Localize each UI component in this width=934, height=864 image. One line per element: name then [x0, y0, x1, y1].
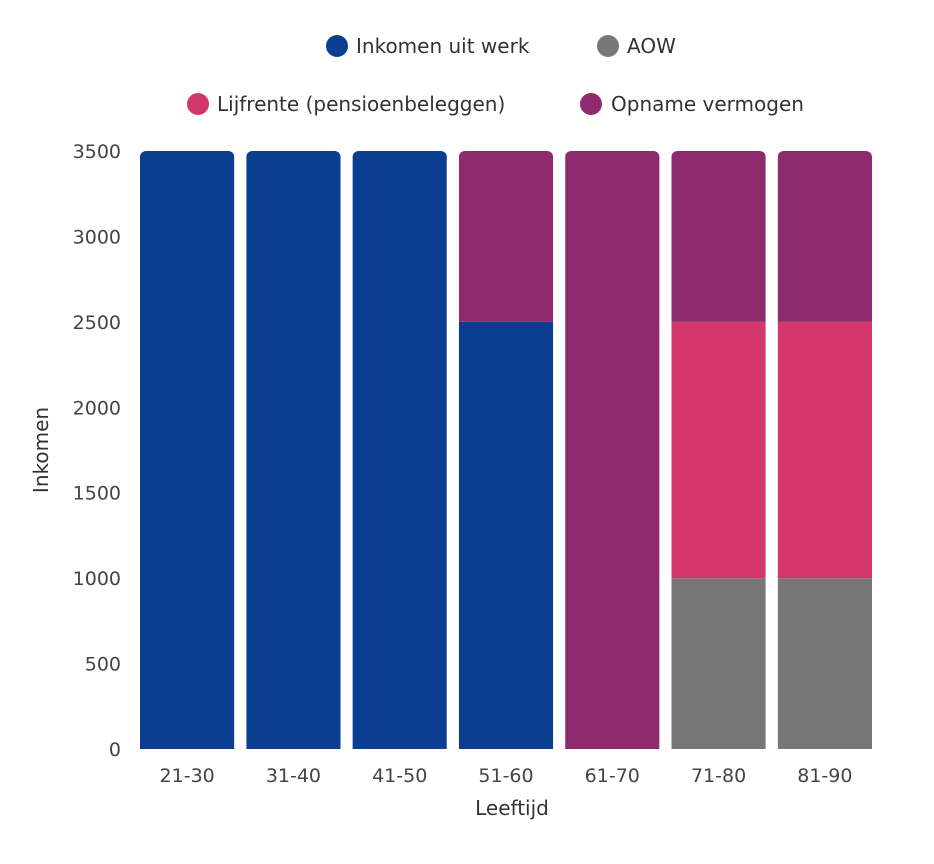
- bar-segment[interactable]: [777, 321, 872, 579]
- bar-segment[interactable]: [352, 151, 447, 749]
- bar-segment[interactable]: [458, 151, 554, 322]
- bar-segment[interactable]: [671, 151, 766, 322]
- y-tick-label: 1500: [73, 483, 121, 505]
- legend-swatch: [597, 35, 619, 57]
- x-tick-label: 51-60: [478, 765, 533, 787]
- legend-swatch: [580, 93, 602, 115]
- legend-label: Opname vermogen: [611, 92, 804, 116]
- x-axis-title: Leeftijd: [475, 796, 549, 820]
- bar-group-61-70: [565, 151, 660, 749]
- legend-label: AOW: [627, 34, 676, 58]
- legend-swatch: [326, 35, 348, 57]
- bar-group-81-90: [777, 151, 872, 749]
- bar-segment[interactable]: [671, 321, 766, 579]
- bar-group-71-80: [671, 151, 766, 749]
- x-tick-label: 71-80: [691, 765, 746, 787]
- bar-segment[interactable]: [565, 151, 660, 749]
- y-tick-label: 3500: [73, 141, 121, 163]
- legend-label: Inkomen uit werk: [356, 34, 530, 58]
- bar-segment[interactable]: [458, 321, 554, 749]
- legend-swatch: [187, 93, 209, 115]
- x-tick-label: 61-70: [585, 765, 640, 787]
- y-tick-label: 0: [109, 739, 121, 761]
- bar-segment[interactable]: [671, 578, 766, 749]
- bar-group-31-40: [246, 151, 341, 749]
- y-axis: 0 500 1000 1500 2000 2500 3000 3500: [73, 141, 121, 761]
- y-tick-label: 2500: [73, 312, 121, 334]
- x-tick-label: 41-50: [372, 765, 427, 787]
- y-tick-label: 500: [85, 654, 121, 676]
- bar-group-51-60: [458, 151, 554, 749]
- legend: Inkomen uit werk AOW Lijfrente (pensioen…: [187, 34, 804, 116]
- legend-label: Lijfrente (pensioenbeleggen): [217, 92, 505, 116]
- bar-segment[interactable]: [140, 151, 235, 749]
- x-tick-label: 31-40: [266, 765, 321, 787]
- bar-segment[interactable]: [777, 151, 872, 322]
- x-axis: 21-30 31-40 41-50 51-60 61-70 71-80 81-90: [160, 765, 853, 787]
- y-tick-label: 3000: [73, 226, 121, 248]
- x-tick-label: 21-30: [160, 765, 215, 787]
- legend-item-lijfrente[interactable]: Lijfrente (pensioenbeleggen): [187, 92, 505, 116]
- y-tick-label: 1000: [73, 568, 121, 590]
- bars: [140, 151, 872, 749]
- legend-item-aow[interactable]: AOW: [597, 34, 676, 58]
- y-tick-label: 2000: [73, 397, 121, 419]
- legend-item-inkomen-uit-werk[interactable]: Inkomen uit werk: [326, 34, 530, 58]
- bar-segment[interactable]: [777, 578, 872, 749]
- y-axis-title: Inkomen: [29, 407, 53, 493]
- bar-segment[interactable]: [246, 151, 341, 749]
- legend-item-opname-vermogen[interactable]: Opname vermogen: [580, 92, 804, 116]
- bar-group-21-30: [140, 151, 235, 749]
- bar-group-41-50: [352, 151, 447, 749]
- x-tick-label: 81-90: [797, 765, 852, 787]
